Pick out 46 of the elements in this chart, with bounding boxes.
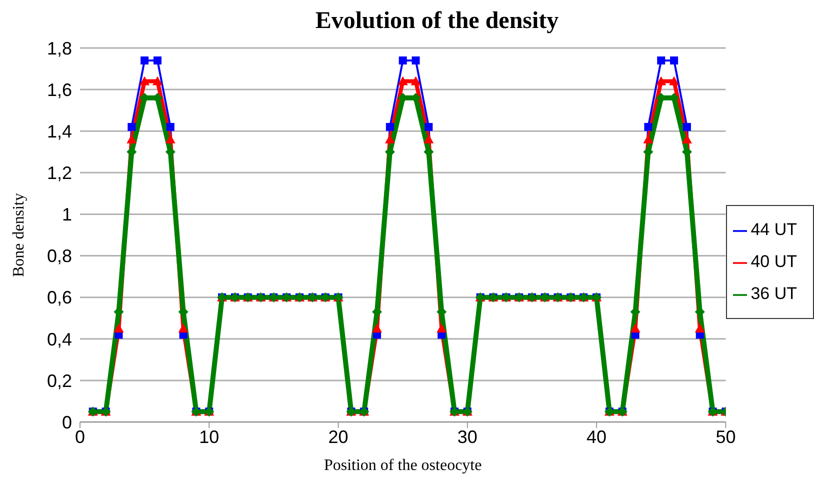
point bbox=[682, 122, 691, 131]
legend-label: 36 UT bbox=[750, 284, 797, 303]
chart-title: Evolution of the density bbox=[315, 8, 559, 34]
y-tick-label: 1,8 bbox=[46, 38, 72, 58]
x-axis-title: Position of the osteocyte bbox=[324, 457, 482, 474]
point bbox=[114, 324, 124, 332]
y-tick-label: 1,6 bbox=[46, 80, 72, 100]
point bbox=[657, 56, 666, 64]
legend-label: 44 UT bbox=[750, 220, 797, 239]
point bbox=[386, 122, 394, 131]
point bbox=[152, 76, 162, 86]
point bbox=[398, 76, 408, 86]
x-tick-label: 10 bbox=[199, 426, 220, 447]
y-tick-label: 0,8 bbox=[46, 246, 72, 266]
y-tick-label: 0,6 bbox=[46, 288, 72, 308]
y-tick-label: 0,2 bbox=[46, 370, 72, 391]
point bbox=[166, 122, 174, 131]
point bbox=[140, 76, 150, 86]
x-tick-label: 30 bbox=[457, 426, 478, 447]
point bbox=[694, 324, 705, 332]
y-tick-label: 1,4 bbox=[46, 122, 72, 142]
point bbox=[128, 122, 136, 131]
y-tick-label: 0 bbox=[62, 412, 72, 432]
x-tick-label: 50 bbox=[716, 426, 736, 447]
point bbox=[153, 56, 162, 64]
point bbox=[410, 76, 421, 86]
point bbox=[424, 122, 433, 131]
point bbox=[412, 56, 420, 64]
point bbox=[644, 122, 652, 131]
y-tick-label: 1,2 bbox=[46, 163, 72, 184]
point bbox=[372, 324, 382, 332]
legend-label: 40 UT bbox=[750, 252, 797, 271]
point bbox=[140, 56, 149, 64]
x-tick-label: 20 bbox=[328, 426, 348, 447]
y-axis-title: Bone density bbox=[10, 193, 28, 277]
point bbox=[178, 324, 188, 332]
point bbox=[670, 56, 678, 64]
point bbox=[630, 324, 640, 332]
x-tick-label: 40 bbox=[586, 426, 607, 447]
x-tick-label: 0 bbox=[74, 426, 86, 447]
point bbox=[656, 76, 666, 86]
point bbox=[669, 76, 680, 86]
y-tick-label: 1 bbox=[62, 204, 72, 225]
point bbox=[398, 56, 407, 64]
point bbox=[436, 324, 447, 332]
y-tick-label: 0,4 bbox=[46, 329, 72, 350]
